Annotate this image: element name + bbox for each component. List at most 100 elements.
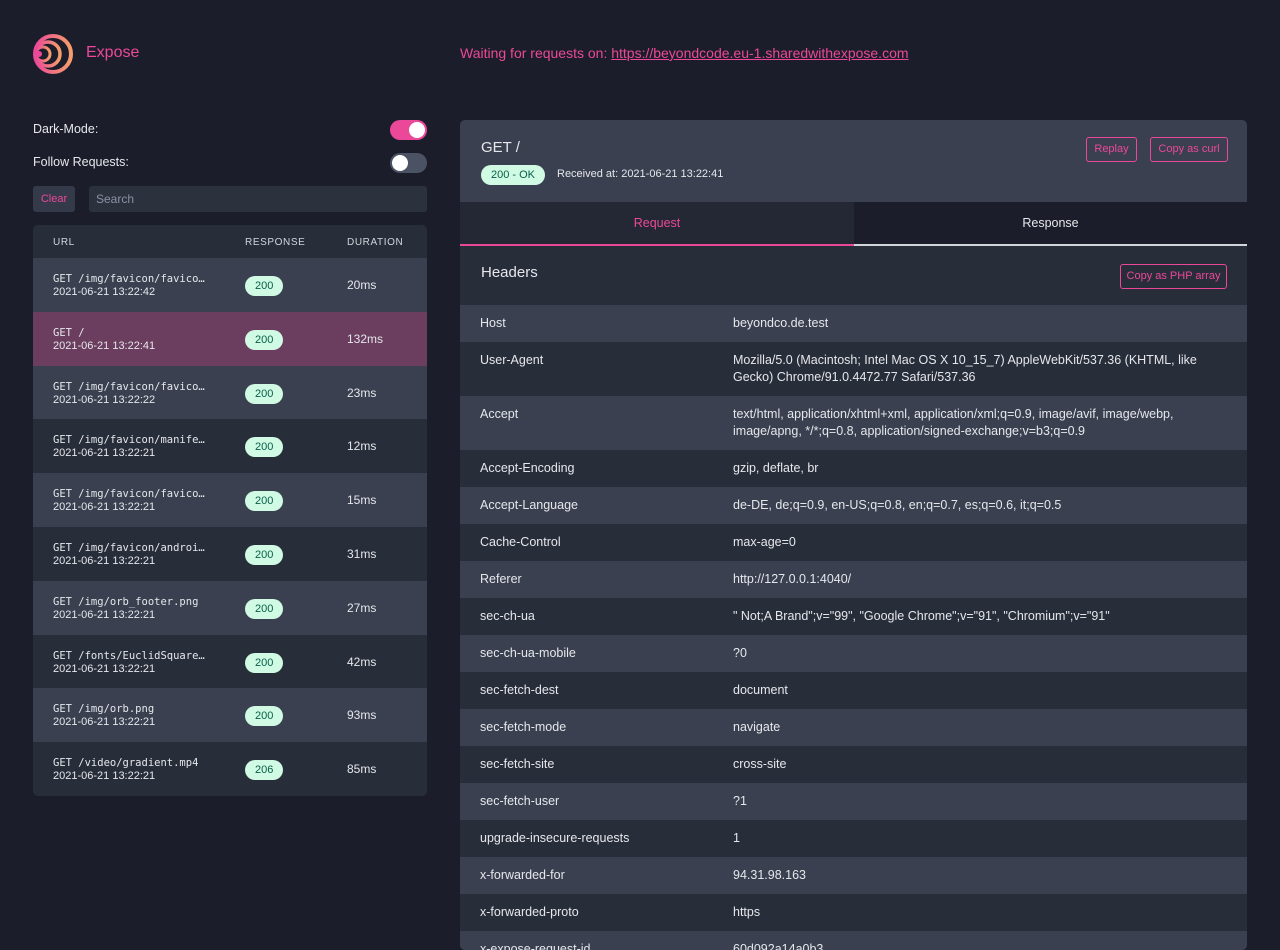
app-name: Expose bbox=[86, 44, 140, 61]
header-row: Accept-Language de-DE, de;q=0.9, en-US;q=… bbox=[460, 487, 1247, 524]
header-value: 94.31.98.163 bbox=[733, 868, 806, 882]
waiting: Waiting for requests on: https://beyondc… bbox=[460, 45, 909, 61]
header-row: Accept text/html, application/xhtml+xml, … bbox=[460, 396, 1247, 450]
header-key: Referer bbox=[480, 572, 522, 586]
header-row: x-expose-request-id 60d092a14a0b3 bbox=[460, 931, 1247, 950]
toggle[interactable] bbox=[390, 120, 427, 140]
header-row: sec-fetch-site cross-site bbox=[460, 746, 1247, 783]
header-key: sec-fetch-dest bbox=[480, 683, 559, 697]
tab[interactable]: Response bbox=[854, 202, 1247, 246]
header-value: navigate bbox=[733, 720, 781, 734]
request-row[interactable]: GET /img/favicon/favico… 2021-06-21 13:22… bbox=[33, 258, 427, 312]
request-url: GET /img/favicon/favico… bbox=[53, 380, 205, 393]
header-row: x-forwarded-for 94.31.98.163 bbox=[460, 857, 1247, 894]
status-badge: 200 bbox=[245, 276, 284, 296]
request-row[interactable]: GET /img/orb.png 2021-06-21 13:22:21 200 93… bbox=[33, 688, 427, 743]
toggle[interactable] bbox=[390, 153, 427, 173]
header-row: upgrade-insecure-requests 1 bbox=[460, 820, 1247, 857]
header-value: " Not;A Brand";v="99", "Google Chrome";v… bbox=[733, 609, 1110, 623]
header-row: x-forwarded-proto https bbox=[460, 894, 1247, 931]
replay-button[interactable]: Replay bbox=[1086, 137, 1137, 162]
request-time: 2021-06-21 13:22:21 bbox=[53, 501, 156, 514]
detail-panel: GET / 200 - OK Received at: 2021-06-21 1… bbox=[460, 120, 1247, 950]
copy-curl-button[interactable]: Copy as curl bbox=[1150, 137, 1228, 162]
request-row[interactable]: GET /img/favicon/androi… 2021-06-21 13:22… bbox=[33, 526, 427, 581]
request-row[interactable]: GET /img/favicon/favico… 2021-06-21 13:22… bbox=[33, 473, 427, 527]
clear-button[interactable]: Clear bbox=[33, 186, 75, 212]
request-time: 2021-06-21 13:22:21 bbox=[53, 608, 156, 621]
header-key: upgrade-insecure-requests bbox=[480, 831, 630, 845]
request-row[interactable]: GET /2021-06-21 13:22:41 200 132ms bbox=[33, 311, 427, 366]
header-key: x-expose-request-id bbox=[480, 942, 591, 950]
search-input[interactable]: Search bbox=[89, 186, 427, 212]
header-value: http://127.0.0.1:4040/ bbox=[733, 572, 852, 586]
header-row: sec-fetch-mode navigate bbox=[460, 709, 1247, 746]
request-time: 2021-06-21 13:22:21 bbox=[53, 447, 156, 460]
request-time: 2021-06-21 13:22:42 bbox=[53, 286, 156, 298]
request-url: GET /img/favicon/favico… bbox=[53, 273, 205, 285]
status-badge: 200 bbox=[245, 491, 284, 512]
detail-title: GET / bbox=[481, 139, 520, 156]
request-url: GET /img/favicon/favico… bbox=[53, 488, 205, 501]
header-row: Referer http://127.0.0.1:4040/ bbox=[460, 561, 1247, 598]
duration: 132ms bbox=[347, 331, 384, 346]
header-key: sec-ch-ua bbox=[480, 609, 535, 623]
request-list: URL RESPONSE DURATION GET /img/favicon/f… bbox=[33, 225, 427, 796]
status-badge: 200 bbox=[245, 652, 284, 673]
tunnel-url[interactable]: https://beyondcode.eu-1.sharedwithexpose… bbox=[611, 45, 909, 61]
status-badge: 200 bbox=[245, 437, 284, 458]
header-row: sec-fetch-dest document bbox=[460, 672, 1247, 709]
copy-php-button[interactable]: Copy as PHP array bbox=[1120, 264, 1227, 289]
request-time: 2021-06-21 13:22:21 bbox=[53, 770, 156, 783]
duration: 31ms bbox=[347, 546, 377, 561]
header-key: Accept-Encoding bbox=[480, 461, 575, 475]
header-value: ?0 bbox=[733, 646, 747, 660]
request-url: GET / bbox=[53, 326, 85, 339]
waiting-label: Waiting for requests on: bbox=[460, 45, 608, 61]
request-row[interactable]: GET /img/orb_footer.png 2021-06-21 13:22:… bbox=[33, 580, 427, 635]
header-key: Accept bbox=[480, 407, 519, 421]
header-key: sec-ch-ua-mobile bbox=[480, 646, 576, 660]
header-key: Cache-Control bbox=[480, 535, 561, 549]
tab[interactable]: Request bbox=[460, 202, 854, 246]
header-key: x-forwarded-proto bbox=[480, 905, 579, 919]
received-at: Received at: 2021-06-21 13:22:41 bbox=[557, 168, 724, 180]
header-row: sec-fetch-user ?1 bbox=[460, 783, 1247, 820]
header-value: ?1 bbox=[733, 794, 747, 808]
duration: 85ms bbox=[347, 762, 377, 777]
request-time: 2021-06-21 13:22:22 bbox=[53, 393, 156, 406]
column-header: DURATION bbox=[347, 237, 404, 248]
status-badge: 200 bbox=[245, 706, 284, 727]
header-key: x-forwarded-for bbox=[480, 868, 565, 882]
header-row: Cache-Control max-age=0 bbox=[460, 524, 1247, 561]
header-row: sec-ch-ua " Not;A Brand";v="99", "Google … bbox=[460, 598, 1247, 635]
duration: 93ms bbox=[347, 708, 377, 723]
list-header: URL RESPONSE DURATION bbox=[33, 225, 427, 258]
request-row[interactable]: GET /fonts/EuclidSquare… 2021-06-21 13:22… bbox=[33, 634, 427, 689]
status-badge: 200 bbox=[245, 383, 284, 404]
request-url: GET /img/orb_footer.png bbox=[53, 595, 199, 608]
header-value: de-DE, de;q=0.9, en-US;q=0.8, en;q=0.7, … bbox=[733, 498, 1062, 512]
status-badge: 200 bbox=[245, 598, 284, 619]
request-time: 2021-06-21 13:22:41 bbox=[53, 339, 156, 352]
request-row[interactable]: GET /img/favicon/manife… 2021-06-21 13:22… bbox=[33, 419, 427, 474]
request-url: GET /fonts/EuclidSquare… bbox=[53, 649, 205, 662]
duration: 15ms bbox=[347, 493, 377, 508]
request-time: 2021-06-21 13:22:21 bbox=[53, 716, 156, 729]
status-badge: 206 bbox=[245, 760, 284, 781]
duration: 27ms bbox=[347, 600, 377, 615]
duration: 23ms bbox=[347, 385, 377, 400]
request-row[interactable]: GET /img/favicon/favico… 2021-06-21 13:22… bbox=[33, 365, 427, 420]
logo bbox=[33, 34, 73, 74]
header-value: 60d092a14a0b3 bbox=[733, 942, 824, 950]
header-value: 1 bbox=[733, 831, 740, 845]
request-time: 2021-06-21 13:22:21 bbox=[53, 662, 156, 675]
header-value: Mozilla/5.0 (Macintosh; Intel Mac OS X 1… bbox=[733, 353, 1197, 384]
request-url: GET /img/favicon/manife… bbox=[53, 434, 205, 447]
request-row[interactable]: GET /video/gradient.mp4 2021-06-21 13:22:… bbox=[33, 742, 427, 796]
header-row: User-Agent Mozilla/5.0 (Macintosh; Intel … bbox=[460, 342, 1247, 396]
header-row: sec-ch-ua-mobile ?0 bbox=[460, 635, 1247, 672]
header-value: cross-site bbox=[733, 757, 787, 771]
header-key: Accept-Language bbox=[480, 498, 578, 512]
